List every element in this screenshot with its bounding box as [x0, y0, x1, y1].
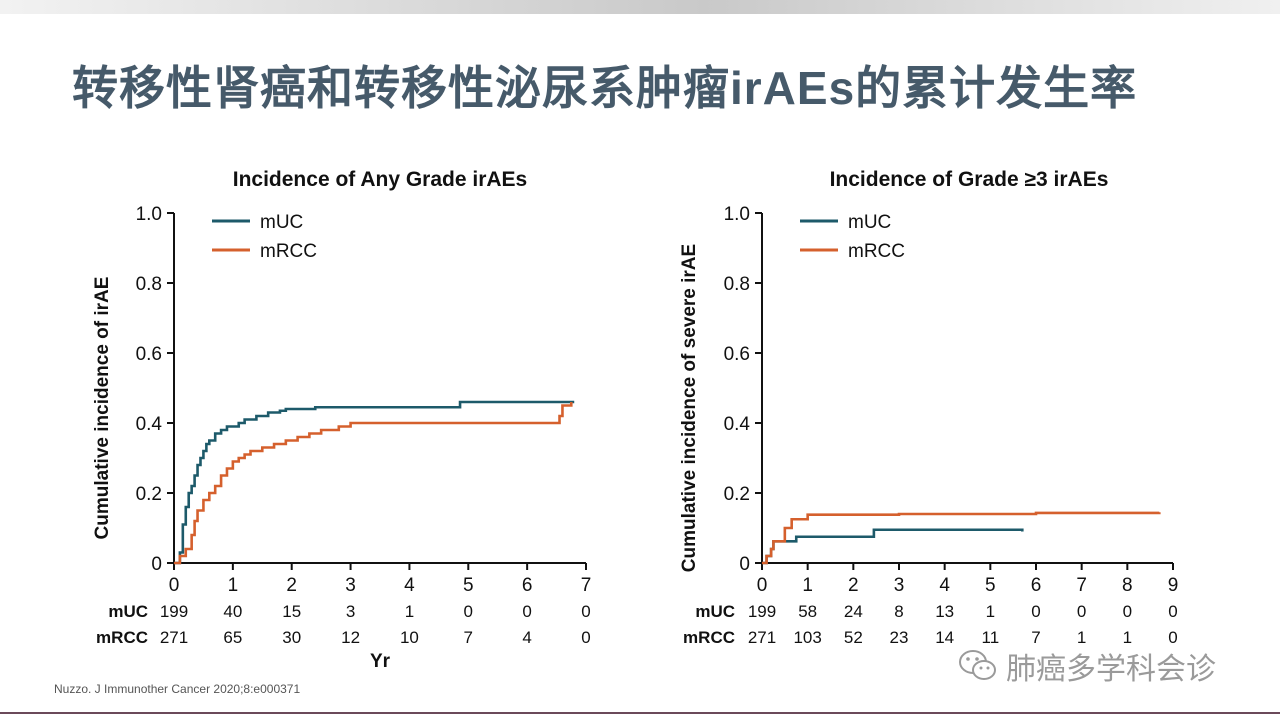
- x-tick-label: 0: [169, 575, 180, 596]
- risk-count: 199: [748, 602, 776, 621]
- series-line-muc: [174, 400, 575, 565]
- top-gradient-bar: [0, 0, 1280, 14]
- risk-count: 10: [400, 628, 419, 647]
- y-tick-label: 0.6: [724, 344, 750, 365]
- y-tick-label: 1.0: [136, 204, 162, 225]
- risk-count: 3: [346, 602, 355, 621]
- legend-label-muc: mUC: [848, 212, 891, 233]
- risk-count: 0: [1123, 602, 1132, 621]
- y-tick-label: 1.0: [724, 204, 750, 225]
- y-axis-label: Cumulative incidence of irAE: [92, 277, 113, 540]
- y-axis-label: Cumulative incidence of severe irAE: [679, 244, 700, 572]
- risk-count: 0: [464, 602, 473, 621]
- x-tick-label: 2: [848, 575, 859, 596]
- y-tick-label: 0.8: [724, 274, 750, 295]
- chart-title: Incidence of Any Grade irAEs: [233, 168, 527, 191]
- x-tick-label: 2: [286, 575, 297, 596]
- risk-count: 11: [982, 628, 1000, 647]
- legend-label-mrcc: mRCC: [260, 241, 317, 262]
- risk-count: 4: [522, 628, 531, 647]
- risk-count: 103: [793, 628, 821, 647]
- risk-count: 24: [844, 602, 863, 621]
- risk-count: 199: [160, 602, 188, 621]
- bottom-divider: [0, 712, 1280, 714]
- x-tick-label: 4: [939, 575, 950, 596]
- risk-count: 1: [1123, 628, 1132, 647]
- x-tick-label: 3: [345, 575, 356, 596]
- legend-label-muc: mUC: [260, 212, 303, 233]
- any-grade-chart: Incidence of Any Grade irAEs 0 0.2 0.4 0.6 0.…: [92, 168, 592, 672]
- citation: Nuzzo. J Immunother Cancer 2020;8:e00037…: [54, 682, 301, 696]
- risk-count: 13: [935, 602, 954, 621]
- risk-row-label: mUC: [695, 602, 735, 621]
- legend-label-mrcc: mRCC: [848, 241, 905, 262]
- y-tick-label: 0.6: [136, 344, 162, 365]
- risk-count: 0: [1168, 602, 1177, 621]
- series-line-muc: [762, 528, 1024, 565]
- watermark: 肺癌多学科会诊: [958, 644, 1216, 688]
- risk-count: 7: [1031, 628, 1040, 647]
- y-tick-label: 0: [739, 554, 750, 575]
- risk-count: 8: [894, 602, 903, 621]
- risk-count: 23: [890, 628, 909, 647]
- risk-row-label: mRCC: [96, 628, 148, 647]
- series-line-mrcc: [174, 402, 573, 565]
- risk-count: 0: [581, 628, 590, 647]
- y-tick-label: 0: [151, 554, 162, 575]
- risk-count: 1: [1077, 628, 1086, 647]
- risk-count: 7: [464, 628, 473, 647]
- x-tick-label: 6: [522, 575, 533, 596]
- risk-row-label: mUC: [108, 602, 148, 621]
- y-tick-label: 0.8: [136, 274, 162, 295]
- y-tick-label: 0.2: [724, 484, 750, 505]
- risk-count: 0: [1077, 602, 1086, 621]
- y-tick-label: 0.4: [136, 414, 163, 435]
- x-tick-label: 8: [1122, 575, 1133, 596]
- risk-count: 0: [522, 602, 531, 621]
- x-tick-label: 0: [757, 575, 768, 596]
- chart-title: Incidence of Grade ≥3 irAEs: [830, 168, 1109, 191]
- risk-count: 0: [581, 602, 590, 621]
- x-tick-label: 5: [463, 575, 474, 596]
- risk-row-label: mRCC: [683, 628, 735, 647]
- risk-count: 15: [282, 602, 301, 621]
- risk-count: 12: [341, 628, 360, 647]
- x-tick-label: 5: [985, 575, 996, 596]
- risk-count: 14: [935, 628, 954, 647]
- x-tick-label: 7: [581, 575, 592, 596]
- y-tick-label: 0.2: [136, 484, 162, 505]
- risk-count: 58: [798, 602, 817, 621]
- risk-count: 1: [986, 602, 995, 621]
- risk-count: 65: [223, 628, 242, 647]
- risk-count: 271: [748, 628, 776, 647]
- risk-count: 52: [844, 628, 863, 647]
- x-axis-label: Yr: [370, 651, 391, 672]
- risk-count: 40: [223, 602, 242, 621]
- x-tick-label: 6: [1031, 575, 1042, 596]
- risk-count: 0: [1031, 602, 1040, 621]
- risk-count: 30: [282, 628, 301, 647]
- x-tick-label: 1: [802, 575, 813, 596]
- y-tick-label: 0.4: [724, 414, 751, 435]
- x-tick-label: 1: [228, 575, 239, 596]
- slide-title: 转移性肾癌和转移性泌尿系肿瘤irAEs的累计发生率: [72, 62, 1138, 114]
- x-tick-label: 3: [894, 575, 905, 596]
- x-tick-label: 9: [1168, 575, 1179, 596]
- watermark-text: 肺癌多学科会诊: [1006, 653, 1216, 686]
- risk-count: 271: [160, 628, 188, 647]
- wechat-icon: [959, 650, 996, 680]
- x-tick-label: 7: [1076, 575, 1087, 596]
- risk-count: 1: [405, 602, 414, 621]
- risk-count: 0: [1168, 628, 1177, 647]
- grade3-chart: Incidence of Grade ≥3 irAEs 0 0.2 0.4 0.6 0.8…: [679, 168, 1179, 647]
- x-tick-label: 4: [404, 575, 415, 596]
- series-line-mrcc: [762, 511, 1161, 565]
